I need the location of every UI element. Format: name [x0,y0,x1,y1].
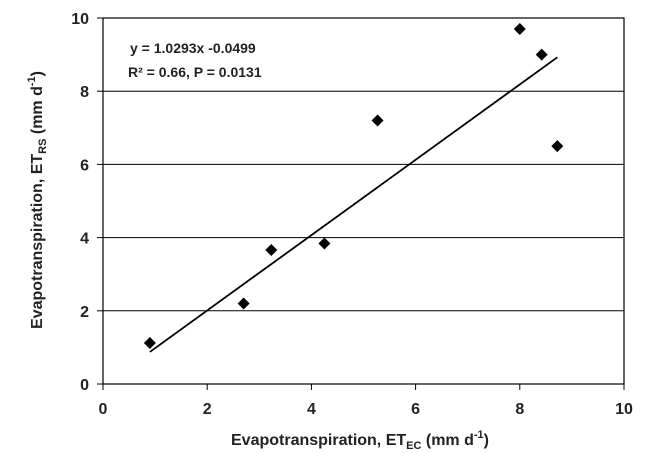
x-axis-label-unit: (mm d [421,432,473,449]
data-point [371,114,384,127]
plot-area-frame [102,17,625,385]
trendline-equation: y = 1.0293x -0.0499 [130,40,256,56]
x-axis-label: Evapotranspiration, ETEC (mm d-1) [231,429,489,452]
x-axis-label-main: Evapotranspiration, ET [231,432,406,449]
data-point [535,48,548,61]
gridlines [103,90,624,312]
x-axis-ticks: 0 2 4 6 8 10 [99,384,633,418]
x-axis-label-close: ) [484,432,489,449]
y-tick-label: 6 [80,157,89,174]
trendline [149,56,558,353]
x-tick-label: 8 [515,401,524,418]
x-tick-label: 6 [411,401,420,418]
y-tick-label: 10 [71,11,89,28]
y-axis-ticks: 0 2 4 6 8 10 [71,11,103,394]
y-tick-label: 4 [80,231,89,248]
data-point [143,337,156,350]
x-axis-label-subscript: EC [406,440,421,452]
trendline-r2-p: R² = 0.66, P = 0.0131 [128,64,262,80]
y-tick-label: 8 [80,84,89,101]
y-tick-label: 0 [80,377,89,394]
trendline-group [149,56,558,353]
data-point [237,297,250,310]
y-axis-label-superscript: -1 [26,76,38,86]
x-tick-label: 4 [307,401,316,418]
x-tick-label: 10 [615,401,633,418]
x-tick-label: 0 [99,401,108,418]
x-axis-label-superscript: -1 [474,429,484,441]
y-axis-label-close: ) [29,71,46,76]
data-point [551,140,564,153]
y-axis-label-main: Evapotranspiration, ET [29,154,46,329]
data-point [513,22,526,35]
y-axis-label-unit: (mm d [29,86,46,138]
y-axis-label-subscript: RS [37,139,49,154]
data-point [265,244,278,257]
data-points [143,22,564,350]
y-axis-label: Evapotranspiration, ETRS (mm d-1) [26,71,49,329]
data-point [318,237,331,250]
y-tick-label: 2 [80,304,89,321]
x-tick-label: 2 [203,401,212,418]
